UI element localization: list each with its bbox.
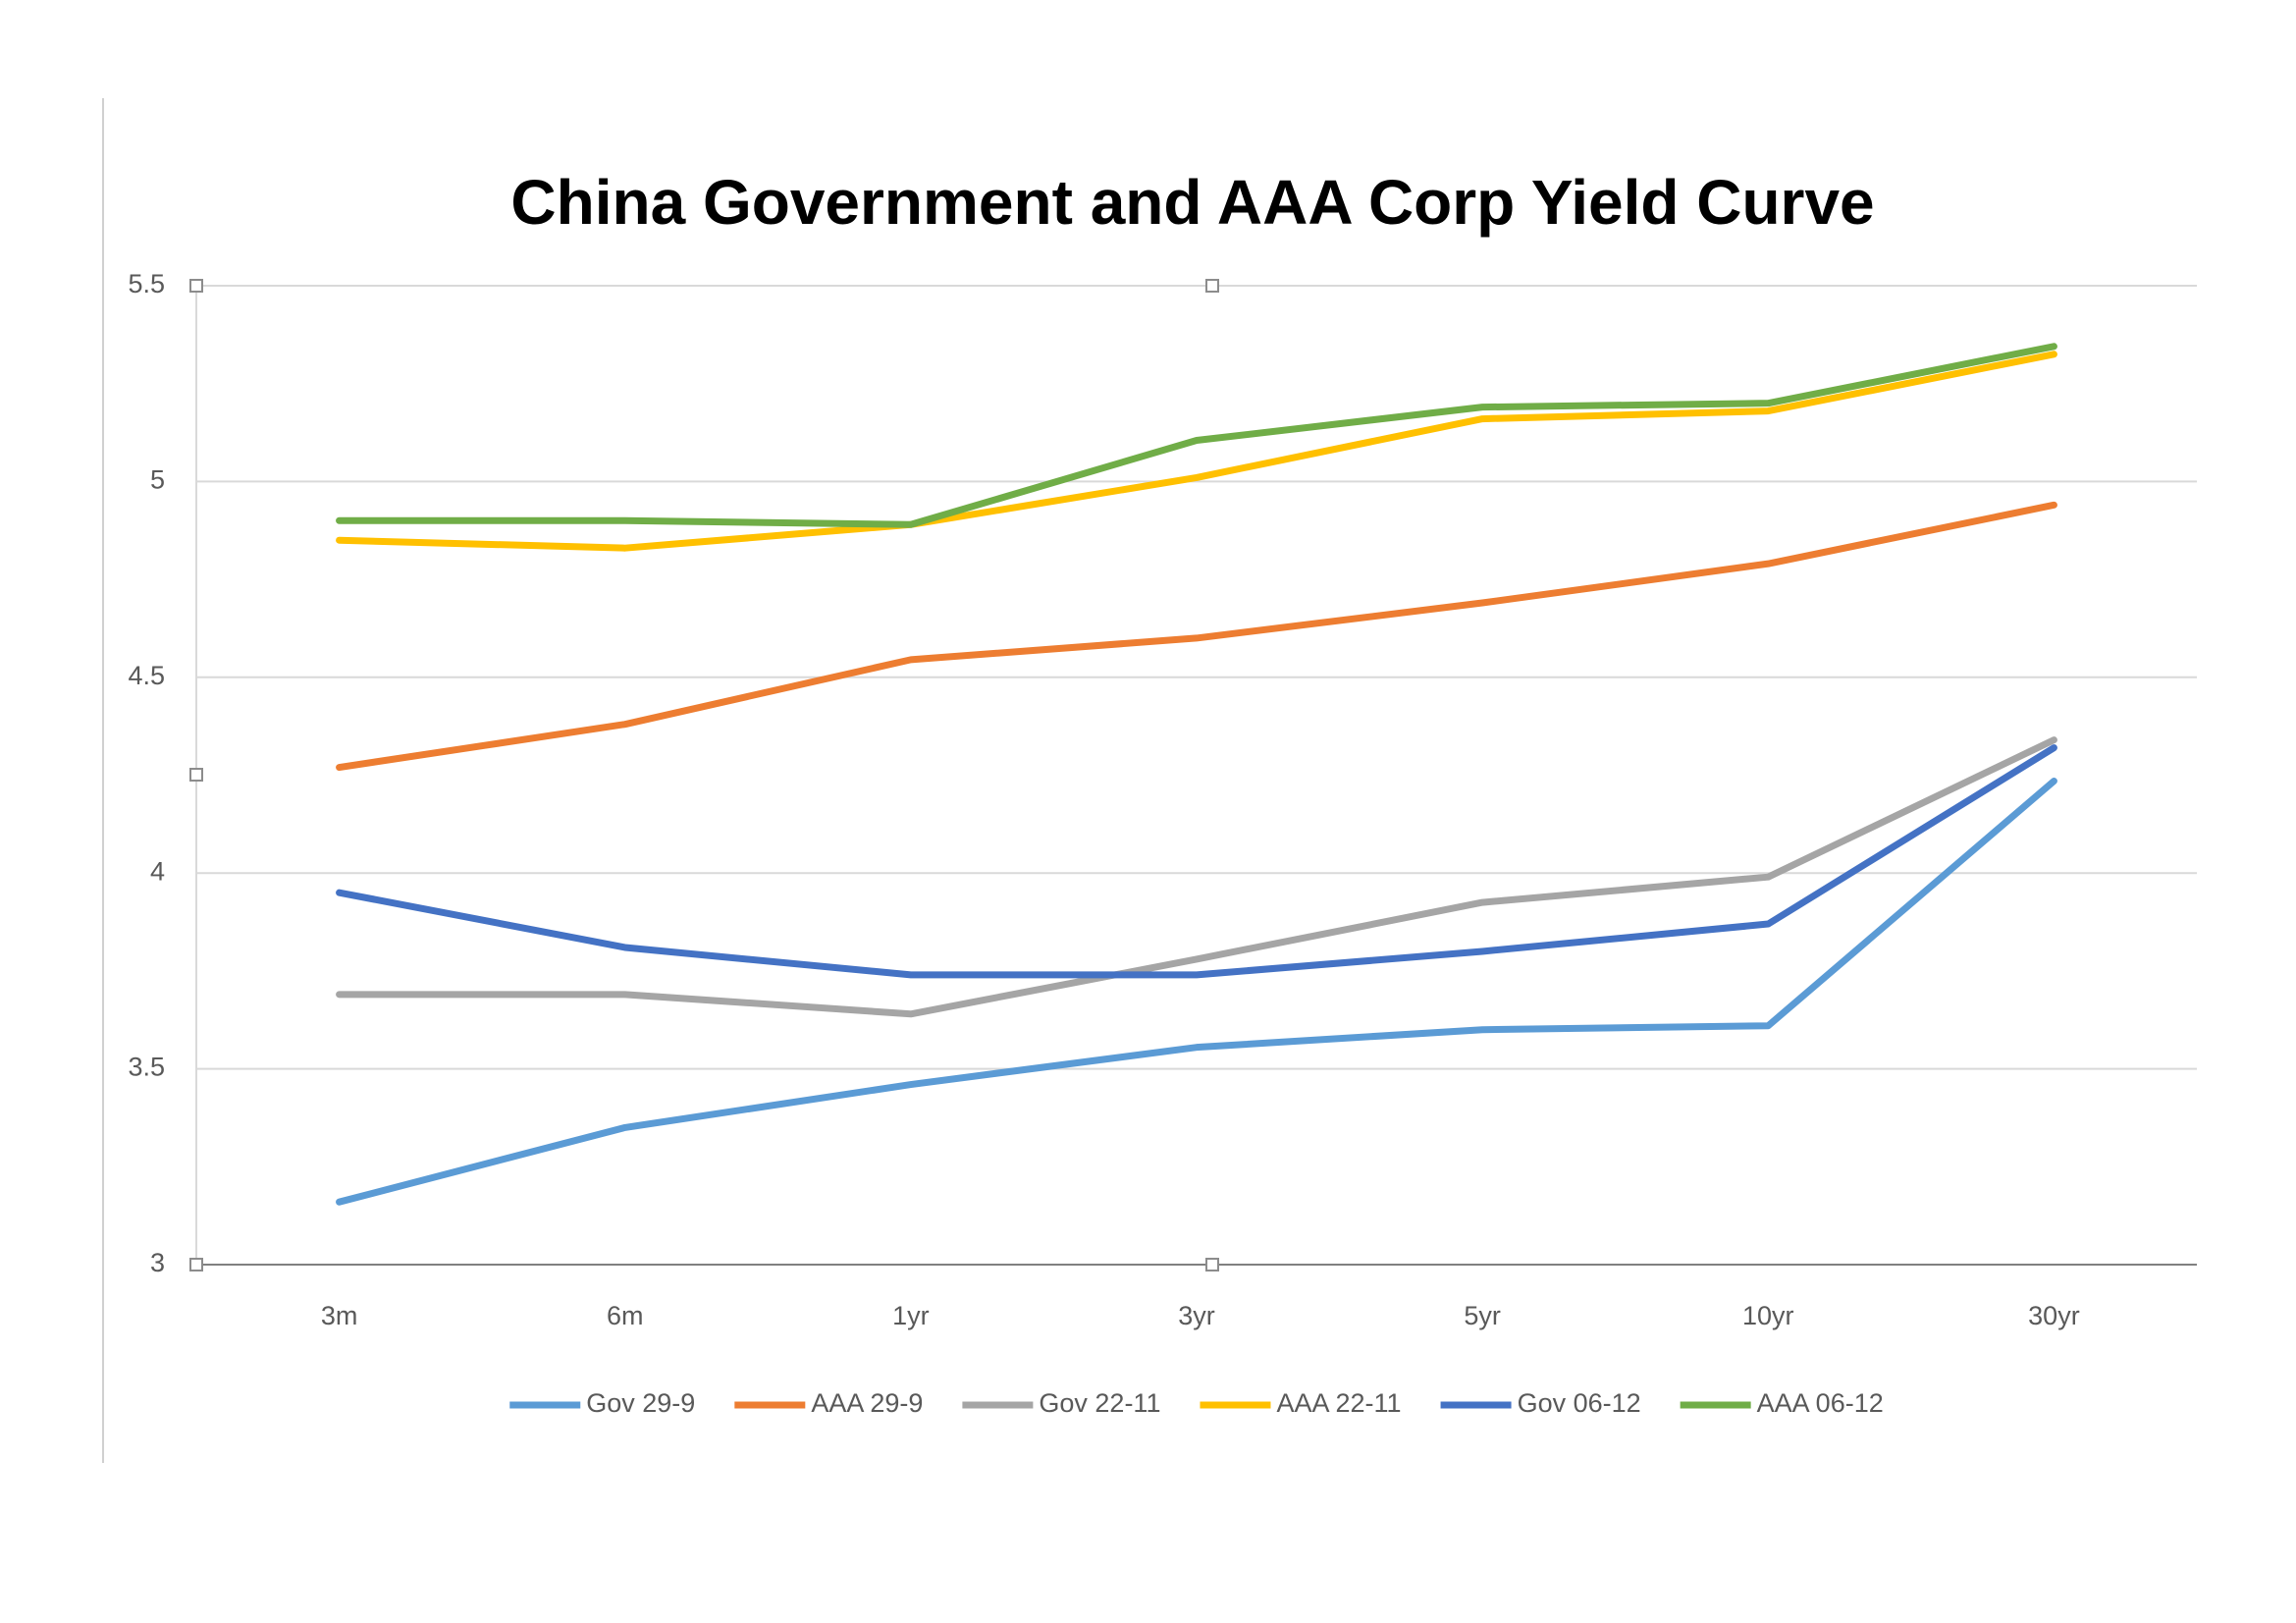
x-tick-label: 6m xyxy=(607,1301,644,1330)
series-line xyxy=(336,736,2057,1018)
legend-label: AAA 06-12 xyxy=(1757,1388,1884,1418)
selection-handles xyxy=(189,279,1219,1271)
x-tick-label: 10yr xyxy=(1742,1301,1794,1330)
series-line xyxy=(336,744,2057,979)
y-tick-label: 5 xyxy=(150,465,165,495)
y-tick-label: 5.5 xyxy=(128,269,165,298)
legend-label: AAA 22-11 xyxy=(1276,1388,1401,1418)
series-line xyxy=(336,351,2057,552)
y-tick-label: 3.5 xyxy=(128,1053,165,1082)
series-line xyxy=(336,501,2057,772)
legend-label: Gov 29-9 xyxy=(586,1388,695,1418)
legend-label: Gov 22-11 xyxy=(1039,1388,1160,1418)
y-tick-label: 3 xyxy=(150,1248,165,1277)
chart-title: China Government and AAA Corp Yield Curv… xyxy=(510,167,1874,238)
x-tick-label: 5yr xyxy=(1464,1301,1501,1330)
y-tick-label: 4 xyxy=(150,856,165,886)
legend-label: Gov 06-12 xyxy=(1518,1388,1641,1418)
x-tick-label: 3yr xyxy=(1178,1301,1215,1330)
y-tick-label: 4.5 xyxy=(128,661,165,690)
series-line xyxy=(336,777,2057,1206)
x-tick-label: 30yr xyxy=(2028,1301,2080,1330)
x-tick-label: 1yr xyxy=(892,1301,930,1330)
series-line xyxy=(336,343,2057,528)
legend-label: AAA 29-9 xyxy=(811,1388,923,1418)
x-tick-label: 3m xyxy=(321,1301,358,1330)
